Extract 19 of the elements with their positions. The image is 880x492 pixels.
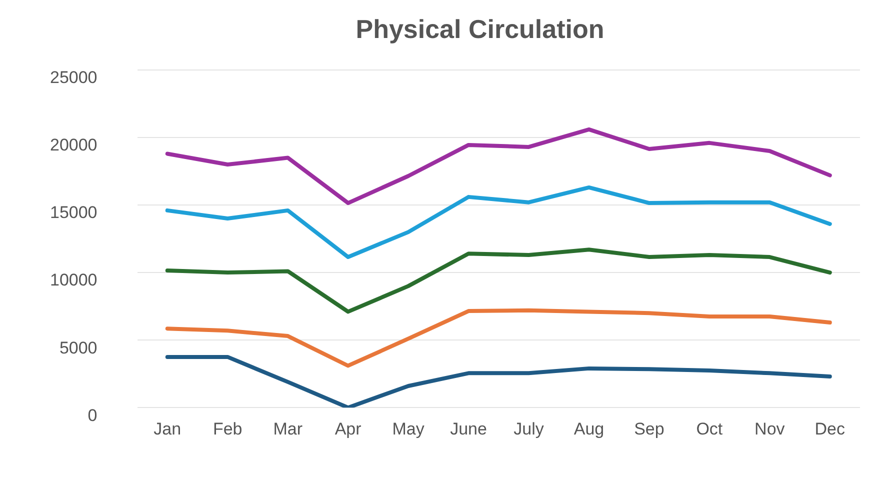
- y-tick-label: 10000: [50, 270, 98, 290]
- x-tick-label: Oct: [696, 419, 723, 438]
- y-tick-label: 0: [88, 406, 98, 425]
- x-tick-label: Sep: [634, 419, 664, 438]
- x-tick-label: Nov: [754, 419, 786, 438]
- x-tick-label: Mar: [273, 419, 303, 438]
- y-tick-label: 25000: [50, 68, 98, 88]
- y-tick-label: 20000: [50, 136, 98, 155]
- x-tick-label: Feb: [212, 419, 242, 438]
- y-tick-label: 15000: [50, 203, 98, 222]
- x-tick-label: Apr: [334, 419, 362, 438]
- x-tick-label: May: [392, 419, 425, 438]
- y-tick-label: 5000: [59, 338, 98, 358]
- x-tick-label: Aug: [574, 419, 604, 438]
- x-tick-label: Jan: [154, 419, 182, 438]
- x-tick-label: July: [514, 419, 544, 438]
- x-tick-label: Dec: [814, 419, 846, 438]
- chart-title: Physical Circulation: [354, 14, 606, 45]
- x-tick-label: June: [450, 419, 487, 438]
